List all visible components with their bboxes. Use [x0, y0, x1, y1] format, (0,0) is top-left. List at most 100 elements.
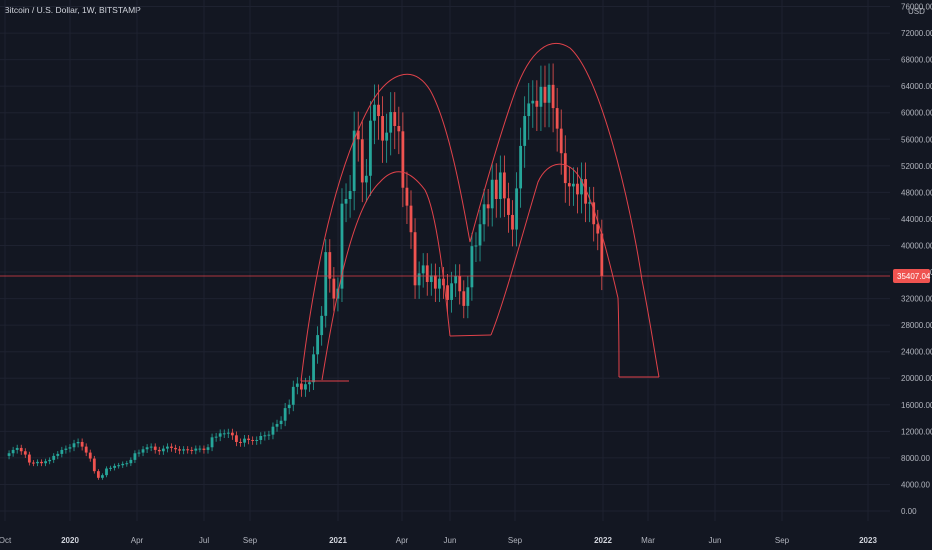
candle — [308, 375, 311, 392]
candle-body — [539, 86, 543, 107]
candle-body — [222, 433, 226, 435]
candle — [356, 111, 360, 162]
candle — [458, 264, 462, 305]
candle-body — [462, 291, 466, 306]
last-price-value: 35407.04 — [897, 272, 931, 281]
candle-body — [72, 443, 76, 448]
candle — [56, 451, 60, 460]
candle-body — [588, 202, 592, 204]
candle — [369, 101, 372, 196]
candle-body — [56, 453, 60, 456]
candle — [312, 346, 315, 390]
candle — [279, 416, 283, 430]
candle — [572, 167, 575, 206]
candle-body — [401, 131, 405, 188]
candle-body — [458, 276, 462, 292]
candle — [596, 209, 600, 251]
time-axis[interactable]: Oct 2020 Apr Jul Sep 2021 Apr Jun Sep 2022 Mar Jun S… — [0, 536, 877, 545]
candle — [373, 84, 376, 145]
candle — [113, 463, 117, 471]
candle — [584, 162, 587, 223]
candle — [96, 469, 100, 480]
candle — [202, 445, 206, 454]
candle — [84, 443, 88, 457]
candle-body — [259, 435, 263, 440]
candle-body — [60, 449, 64, 454]
candle — [23, 448, 27, 458]
candle-body — [397, 125, 401, 132]
candle-body — [291, 386, 295, 405]
candle-body — [149, 446, 153, 448]
candle-body — [515, 188, 518, 230]
price-axis[interactable]: 76000.00 72000.00 68000.00 64000.00 60000.00… — [901, 3, 932, 516]
candle — [381, 96, 384, 163]
candle — [385, 113, 389, 163]
candle — [137, 449, 141, 457]
candle-body — [226, 432, 230, 434]
price-tick-label: 20000.00 — [901, 374, 932, 383]
pattern-curve — [321, 171, 451, 381]
candle-body — [133, 453, 137, 460]
candle-body — [381, 116, 384, 141]
candle-body — [161, 448, 165, 452]
candle — [364, 159, 368, 203]
candle — [588, 186, 592, 223]
candle — [450, 271, 453, 313]
candle — [429, 263, 433, 296]
candle-body — [559, 128, 563, 154]
price-tick-label: 76000.00 — [901, 3, 932, 12]
candle-body — [580, 179, 583, 195]
time-tick-label: Jun — [709, 536, 722, 545]
time-tick-label: Oct — [0, 536, 12, 545]
candle — [527, 83, 531, 140]
candle — [389, 92, 393, 156]
candle-body — [48, 459, 52, 462]
candle — [259, 432, 263, 445]
candle — [348, 175, 352, 218]
candle — [243, 435, 246, 447]
candle-body — [584, 179, 587, 204]
candle — [600, 219, 604, 291]
candle — [190, 446, 194, 455]
candle-body — [64, 448, 68, 450]
candle — [535, 80, 539, 132]
candle — [563, 135, 567, 203]
pattern-curve — [490, 163, 620, 378]
candle-body — [531, 100, 535, 104]
candle-body — [446, 285, 449, 300]
candle-body — [80, 441, 84, 447]
candle-body — [109, 467, 112, 469]
pattern-curve — [449, 334, 492, 337]
candle-body — [101, 475, 104, 478]
candle-body — [251, 439, 255, 441]
candle — [275, 419, 279, 432]
candle — [105, 466, 108, 478]
candle — [295, 377, 299, 395]
candle — [555, 87, 559, 152]
price-tick-label: 40000.00 — [901, 241, 932, 250]
candle — [15, 444, 19, 454]
candle-body — [153, 446, 157, 450]
candle — [438, 267, 441, 302]
candle-body — [23, 451, 27, 455]
candle-body — [507, 198, 510, 215]
candle — [255, 436, 259, 445]
candle — [446, 274, 449, 313]
candle-body — [369, 120, 372, 176]
candle-body — [27, 454, 31, 463]
candle — [421, 253, 425, 288]
candle — [490, 163, 494, 227]
candle-body — [543, 86, 547, 103]
candle — [324, 239, 328, 328]
price-tick-label: 32000.00 — [901, 295, 932, 304]
candle — [88, 449, 92, 462]
time-tick-label: Apr — [131, 536, 144, 545]
candle — [515, 172, 518, 247]
price-tick-label: 8000.00 — [901, 454, 930, 463]
candle-body — [482, 204, 486, 225]
candle — [344, 183, 348, 223]
time-tick-label: Sep — [775, 536, 790, 545]
candle-body — [235, 435, 238, 442]
candle — [287, 399, 291, 415]
